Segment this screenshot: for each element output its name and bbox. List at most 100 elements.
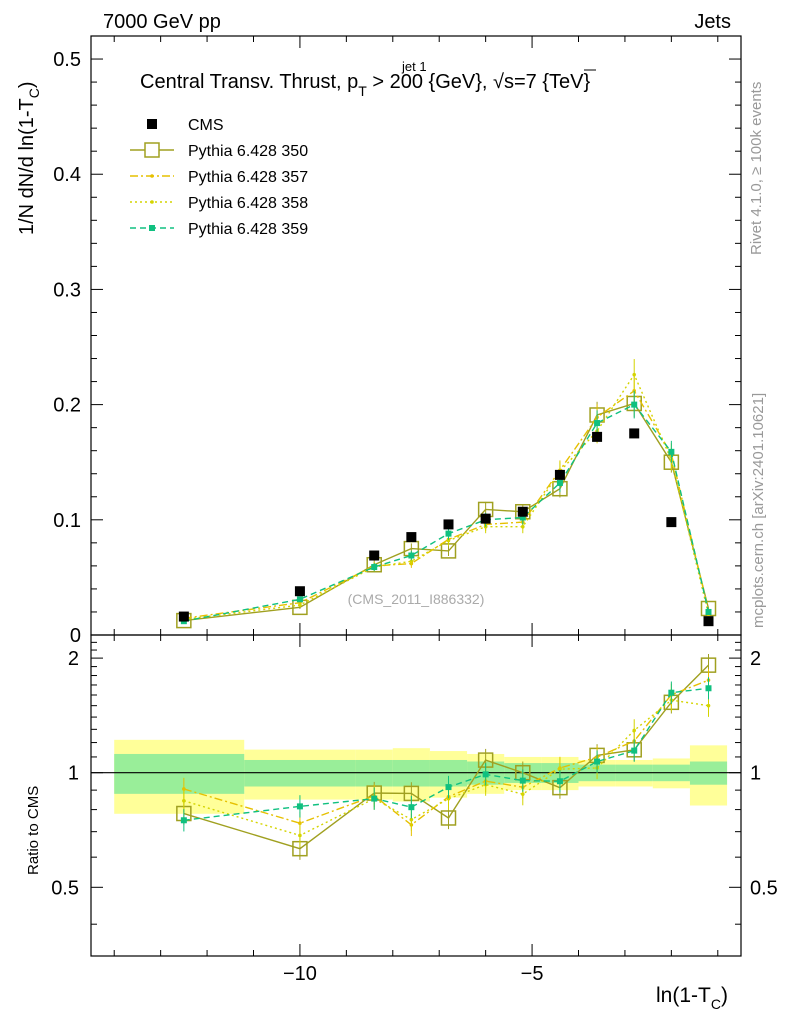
header-left: 7000 GeV pp [103,11,221,33]
ratio-series-marker [558,767,562,771]
ratio-series-marker [668,689,675,696]
y-tick-label: 0.2 [53,395,81,417]
ratio-series-marker [440,810,457,826]
series-marker [409,559,414,564]
ratio-series-marker [409,817,414,822]
ratio-series-marker [519,777,526,784]
series-marker [298,603,302,607]
cms-data-point [294,586,305,597]
y-tick-label: 0 [70,625,81,647]
ratio-series-line [183,664,709,850]
cms-data-point [178,611,189,622]
series-marker [296,596,303,603]
series-marker [594,420,601,427]
series-marker [556,479,563,486]
y-tick-label: 0.1 [53,510,81,532]
cms-data-point [480,513,491,524]
ratio-tick-label: 1 [68,763,79,785]
cms-data-point [517,506,528,517]
y-tick-label: 0.4 [53,164,81,186]
ratio-series-marker [371,795,378,802]
cms-data-point [666,517,677,528]
ratio-series-marker [705,685,712,692]
ratio-series-marker [706,703,711,708]
series-marker [446,538,451,543]
cms-data-point [369,550,380,561]
series-marker [519,514,526,521]
ratio-series-marker [446,796,451,801]
legend-label: Pythia 6.428 358 [188,195,308,212]
ratio-series-line [183,699,709,837]
ratio-series-marker [631,747,638,754]
ratio-series-marker [520,792,525,796]
ratio-series-marker [556,778,563,785]
series-marker [631,401,638,408]
series-marker [668,448,675,455]
ratio-series-marker [296,803,303,810]
cms-data-point [443,519,454,530]
ratio-series-marker [594,758,601,765]
series-line [183,373,710,621]
ratio-series-marker [632,728,637,733]
main-ticks: 0 0.1 0.2 0.3 0.4 0.5 [53,36,741,647]
ratio-series-marker [298,821,302,825]
ratio-series-marker [182,787,186,791]
legend-marker [149,225,155,231]
series-marker [705,608,712,615]
series-marker [371,564,378,571]
rivet-label: Rivet 4.1.0, ≥ 100k events [748,82,765,255]
cms-data-point [703,616,714,627]
ratio-series-marker [298,833,302,838]
x-tick-label: −5 [521,963,544,985]
ratio-series [176,653,717,860]
ratio-tick-label-right: 1 [750,763,761,785]
ratio-series-marker [482,771,489,778]
x-tick-label: −10 [283,963,317,985]
ratio-series-marker [408,804,415,811]
ratio-tick-label-right: 0.5 [750,877,778,899]
series-marker [408,552,415,559]
ratio-series-marker [180,817,187,824]
main-series [176,359,717,629]
series-marker [520,524,525,529]
ratio-series-line [183,679,709,826]
legend-marker [150,174,154,178]
cms-data-point [406,532,417,543]
cms-data-point [629,428,640,439]
ratio-tick-label: 0.5 [51,877,79,899]
series-marker [445,530,452,537]
header-right: Jets [694,11,731,33]
chart-title: Central Transv. Thrust, pT > 200 {GeV}, … [140,71,591,99]
mcplots-label: mcplots.cern.ch [arXiv:2401.10621] [750,393,767,628]
ratio-tick-label-right: 2 [750,648,761,670]
y-tick-label: 0.5 [53,49,81,71]
cms-data-point [592,431,603,442]
cms-data-point [554,469,565,480]
chart-title-sup: jet 1 [401,59,427,74]
ratio-band-inner [114,753,245,794]
y-tick-label: 0.3 [53,279,81,301]
x-axis-label: ln(1-TC) [656,984,728,1012]
y-axis-label: 1/N dN/d ln(1-TC) [16,81,42,235]
legend-label: Pythia 6.428 350 [188,143,308,160]
series-line [183,403,710,622]
series-marker [632,372,637,377]
legend-marker [144,142,160,158]
ratio-plot-frame [90,634,742,957]
ratio-bands [91,739,741,814]
legend-label: Pythia 6.428 359 [188,221,308,238]
ratio-ticks: 0.5 0.5 1 1 2 2 −10 −5 [51,635,778,985]
legend-label: CMS [188,117,224,134]
ratio-y-label: Ratio to CMS [25,786,42,875]
ratio-series-marker [182,798,186,803]
series-line [183,389,710,619]
legend: CMS Pythia 6.428 350 Pythia 6.428 357 Pythi… [130,117,308,238]
legend-marker-cms [147,119,157,129]
legend-label: Pythia 6.428 357 [188,169,308,186]
watermark: (CMS_2011_I886332) [348,591,485,607]
ratio-tick-label: 2 [68,648,79,670]
legend-marker [150,200,154,204]
ratio-series-line [183,687,709,821]
ratio-series-marker [445,784,452,791]
